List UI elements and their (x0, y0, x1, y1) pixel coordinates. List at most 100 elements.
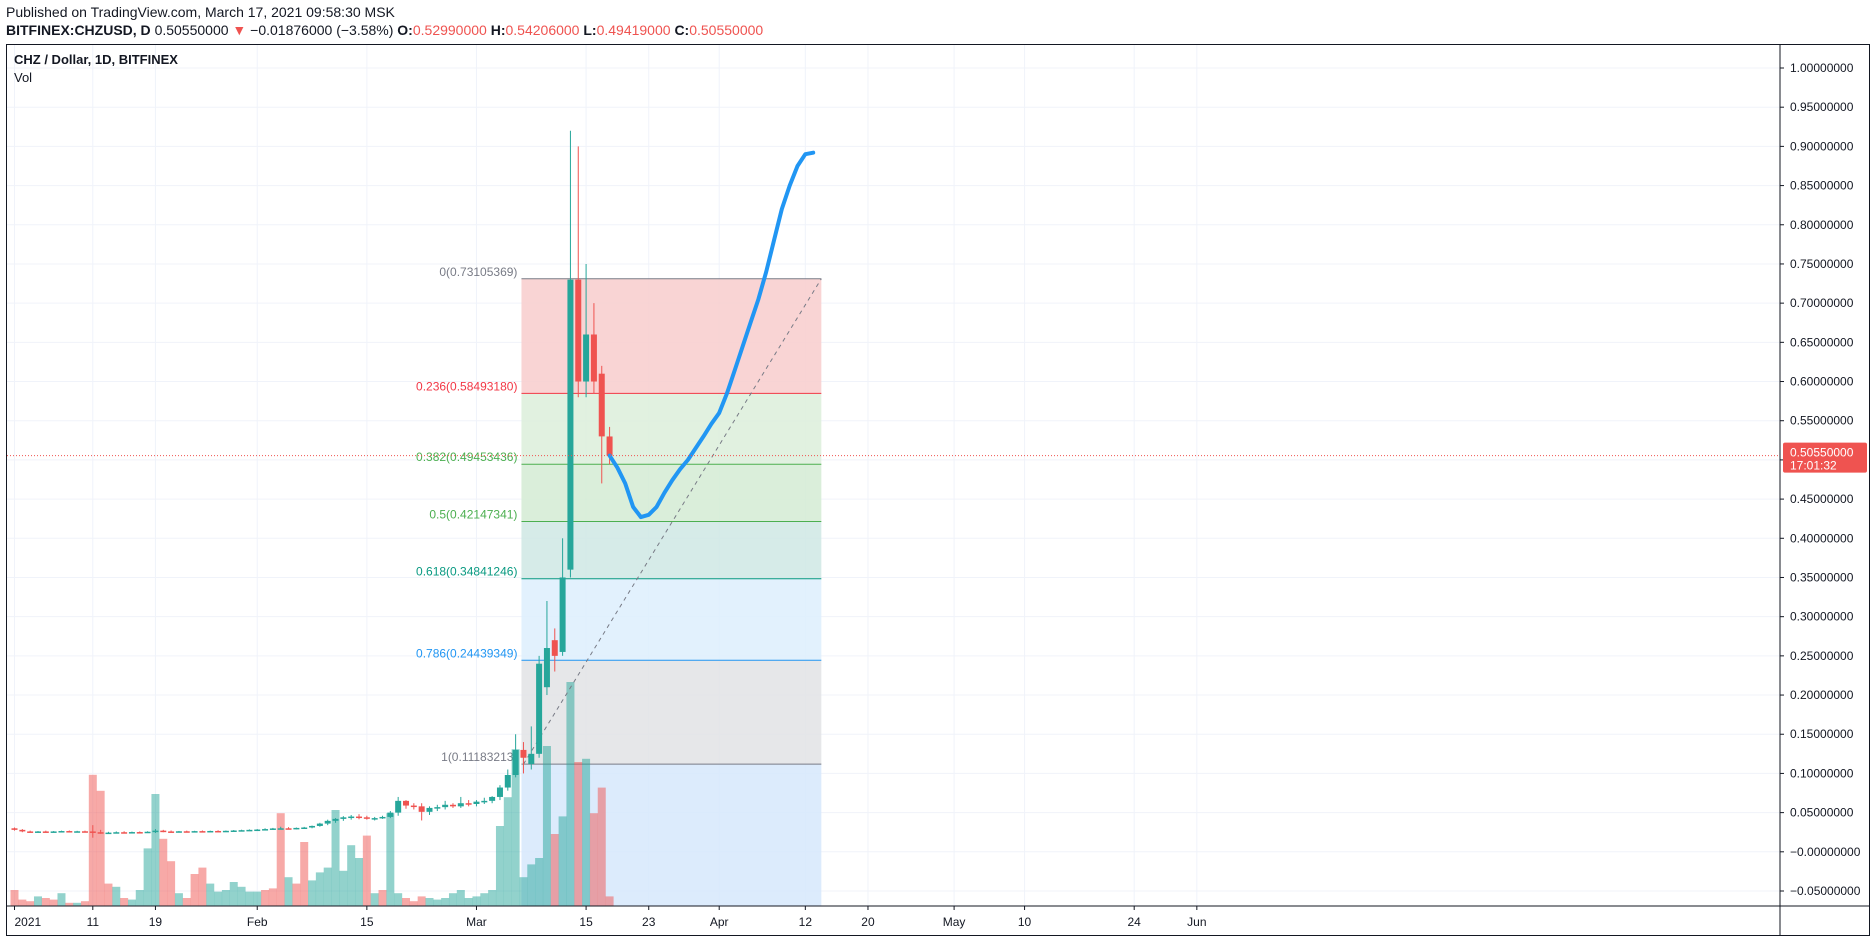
candle-body (207, 830, 214, 833)
volume-bar (73, 902, 82, 906)
candle-body (238, 830, 245, 832)
candle-body (489, 796, 496, 801)
volume-bar (511, 749, 520, 906)
candle-body (496, 787, 503, 797)
fib-zone (521, 578, 822, 661)
price-tick-label: 0.25000000 (1790, 649, 1854, 663)
price-tick-label: 0.90000000 (1790, 139, 1854, 153)
volume-bar (88, 774, 97, 906)
candle-body (575, 279, 582, 382)
volume-bar (229, 882, 238, 906)
candle-body (269, 828, 276, 830)
candle-body (222, 830, 229, 833)
price-tick-label: 0.20000000 (1790, 688, 1854, 702)
volume-bar (80, 901, 89, 906)
candle-body (34, 831, 41, 833)
price-tick-label: 0.30000000 (1790, 610, 1854, 624)
candle-body (81, 831, 88, 833)
candle-body (97, 832, 104, 834)
volume-bar (402, 898, 410, 906)
candle-body (332, 818, 339, 821)
fib-level-label: 0(0.73105369) (439, 265, 517, 279)
candle-body (58, 831, 65, 833)
fib-level-label: 1(0.11183213) (441, 750, 517, 764)
close-value: 0.50550000 (689, 22, 764, 38)
volume-bar (237, 886, 246, 906)
candle-body (583, 334, 590, 382)
candle-body (410, 805, 417, 808)
candle-body (606, 436, 613, 456)
price-tag (1783, 442, 1867, 473)
candle-body (277, 828, 284, 830)
volume-bar (315, 872, 324, 906)
volume-bar (331, 810, 340, 906)
price-change: −0.01876000 (−3.58%) (250, 22, 394, 38)
fib-level-label: 0.786(0.24439349) (416, 646, 517, 660)
time-axis: 2021 11 19 Feb 15 Mar 15 23 Apr 12 20 May 10 24 Jun (7, 905, 1869, 929)
time-tick-label: Jun (1187, 915, 1206, 929)
candle-body (567, 279, 574, 570)
candle-body (324, 820, 331, 824)
volume-bar (355, 858, 364, 906)
chart-title[interactable]: CHZ / Dollar, 1D, BITFINEX (14, 52, 178, 67)
fib-zone (521, 393, 822, 465)
volume-bar (300, 842, 309, 906)
candle-body (379, 816, 386, 819)
candle-body (512, 749, 519, 775)
chart-frame (6, 44, 1870, 936)
volume-bar (378, 890, 387, 906)
volume-bar (151, 794, 160, 906)
candle-body (403, 800, 409, 806)
time-tick-label: 11 (87, 915, 100, 929)
time-tick-label: 15 (579, 915, 593, 929)
candle-body (528, 753, 535, 765)
price-tag-countdown: 17:01:32 (1790, 459, 1837, 473)
fib-zone (521, 521, 822, 579)
volume-bar (339, 870, 348, 906)
symbol-full[interactable]: BITFINEX:CHZUSD, D (6, 22, 151, 38)
candle-body (66, 831, 73, 833)
volume-bar (308, 880, 317, 906)
candle-body (426, 807, 433, 812)
price-tick-label: 0.35000000 (1790, 570, 1854, 584)
volume-label[interactable]: Vol (14, 70, 33, 85)
ohlc-line: BITFINEX:CHZUSD, D 0.50550000 ▼ −0.01876… (6, 22, 763, 38)
volume-bar (26, 901, 35, 906)
volume-bar (104, 883, 113, 906)
candle-body (191, 831, 198, 833)
volume-bar (550, 834, 559, 906)
time-tick-label: Mar (466, 915, 487, 929)
projection-line (607, 150, 816, 520)
volume-bar (456, 890, 465, 906)
candle-body (215, 830, 222, 833)
candle-body (442, 804, 449, 808)
volume-bar (409, 901, 418, 906)
candle-body (598, 373, 605, 437)
high-value: 0.54206000 (505, 22, 580, 38)
volume-bar (174, 893, 183, 906)
candle-body (348, 816, 355, 819)
volume-bar (143, 848, 152, 906)
volume-bar (495, 826, 504, 906)
volume-bar (120, 898, 129, 906)
volume-bar (253, 891, 262, 906)
candle-body (465, 803, 472, 805)
volume-bar (292, 883, 301, 906)
fib-zone (521, 278, 822, 394)
price-tick-label: 0.70000000 (1790, 296, 1854, 310)
price-tick-label: 0.05000000 (1790, 806, 1854, 820)
candle-body (293, 827, 300, 830)
volume-bar (464, 898, 473, 906)
price-tick-label: 1.00000000 (1790, 61, 1854, 75)
last-price: 0.50550000 (154, 22, 229, 38)
candle-body (262, 829, 269, 831)
price-axis: 1.00000000 0.95000000 0.90000000 0.85000000… (1779, 45, 1867, 935)
time-tick-label: 23 (642, 915, 656, 929)
volume-bar (394, 893, 403, 906)
volume-bar (362, 835, 371, 906)
price-tick-label: 0.80000000 (1790, 218, 1854, 232)
volume-bar (558, 816, 567, 906)
volume-bar (214, 891, 223, 906)
volume-bar (112, 886, 121, 906)
